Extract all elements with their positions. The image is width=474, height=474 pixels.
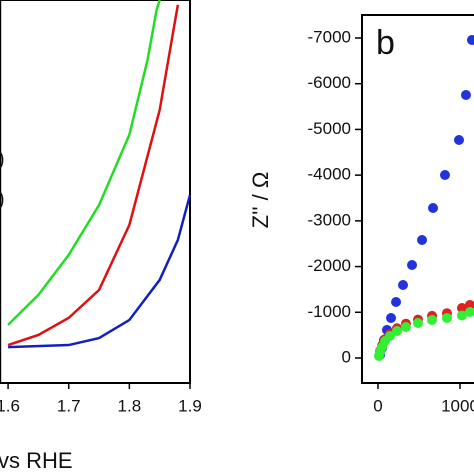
y-tick-label: -1000 — [308, 302, 351, 321]
x-axis-label: vs RHE — [0, 448, 73, 473]
y-tick-label: -3000 — [308, 210, 351, 229]
data-point — [465, 307, 474, 318]
data-line — [8, 194, 192, 349]
data-point — [398, 279, 409, 290]
x-tick-label: 0 — [373, 396, 382, 415]
data-line — [7, 4, 180, 347]
y-tick-label: -5000 — [308, 119, 351, 138]
data-point — [413, 317, 424, 328]
data-point — [466, 35, 474, 46]
data-point — [407, 260, 418, 271]
y-tick-label: -2000 — [308, 256, 351, 275]
data-point — [417, 235, 428, 246]
y-tick-label: -7000 — [308, 27, 351, 46]
data-point — [400, 322, 411, 332]
y-axis-label: Z'' / Ω — [248, 172, 273, 229]
y-tick-label: 0 — [342, 347, 351, 366]
x-tick-label: 1.7 — [57, 396, 81, 415]
data-point — [391, 296, 402, 307]
plot-frame — [361, 14, 474, 384]
data-point — [392, 325, 403, 336]
y-tick-label: -4000 — [308, 165, 351, 184]
data-line — [7, 0, 161, 326]
panel-label: b — [376, 24, 395, 62]
data-point — [441, 312, 452, 323]
data-point — [427, 315, 438, 326]
legend-fragment: ) — [0, 188, 5, 210]
plot-frame — [0, 0, 192, 384]
data-point — [428, 203, 439, 214]
data-point — [386, 312, 397, 323]
y-tick-label: -6000 — [308, 73, 351, 92]
legend-fragment: ) — [0, 148, 5, 170]
data-point — [384, 331, 395, 342]
data-point — [456, 302, 467, 313]
x-tick-label: 1.8 — [118, 396, 142, 415]
x-tick-label: 1.6 — [0, 396, 20, 415]
x-tick-label: 1.9 — [178, 396, 202, 415]
data-point — [439, 170, 450, 180]
data-point — [460, 90, 471, 100]
x-tick-label: 1000 — [441, 396, 474, 415]
data-point — [454, 134, 465, 145]
data-point — [456, 310, 467, 321]
